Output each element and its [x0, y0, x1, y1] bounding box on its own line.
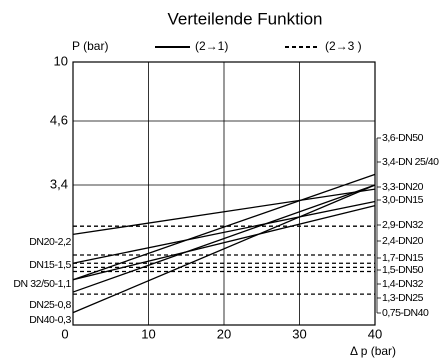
left-label: DN15-1,5 — [29, 259, 71, 271]
x-tick-label: 30 — [292, 326, 306, 341]
x-axis-label: Δ p (bar) — [350, 344, 396, 358]
data-line — [72, 200, 376, 264]
right-label: 1,3-DN25 — [382, 292, 424, 304]
chart-title: Verteilende Funktion — [168, 9, 323, 28]
right-label: 3,6-DN50 — [382, 132, 424, 144]
legend-label: (2→3 ) — [325, 39, 362, 53]
y-tick-label: 10 — [54, 53, 68, 68]
data-line — [72, 184, 376, 314]
right-label: 3,0-DN15 — [382, 194, 424, 206]
x-tick-label: 20 — [217, 326, 231, 341]
y-tick-label: 4,6 — [50, 112, 68, 127]
right-label: 2,9-DN32 — [382, 219, 424, 231]
legend-label: (2→1) — [195, 39, 228, 53]
data-line — [72, 173, 376, 281]
y-tick-label: 3,4 — [50, 176, 68, 191]
right-label: 2,4-DN20 — [382, 235, 424, 247]
right-label: 3,4-DN 25/40 — [382, 156, 439, 168]
right-label: 3,3-DN20 — [382, 181, 424, 193]
data-line — [72, 184, 376, 293]
right-label: 0,75-DN40 — [382, 307, 429, 319]
right-label: 1,4-DN32 — [382, 278, 424, 290]
x-tick-label: 10 — [141, 326, 155, 341]
x-tick-label: 0 — [61, 326, 68, 341]
y-axis-label: P (bar) — [72, 39, 108, 53]
x-tick-label: 40 — [368, 326, 382, 341]
right-label: 1,5-DN50 — [382, 264, 424, 276]
right-label: 1,7-DN15 — [382, 252, 424, 264]
data-line — [72, 188, 376, 236]
left-label: DN40-0,3 — [29, 314, 71, 326]
left-label: DN20-2,2 — [29, 236, 71, 248]
left-label: DN 32/50-1,1 — [13, 278, 71, 290]
left-label: DN25-0,8 — [29, 299, 71, 311]
